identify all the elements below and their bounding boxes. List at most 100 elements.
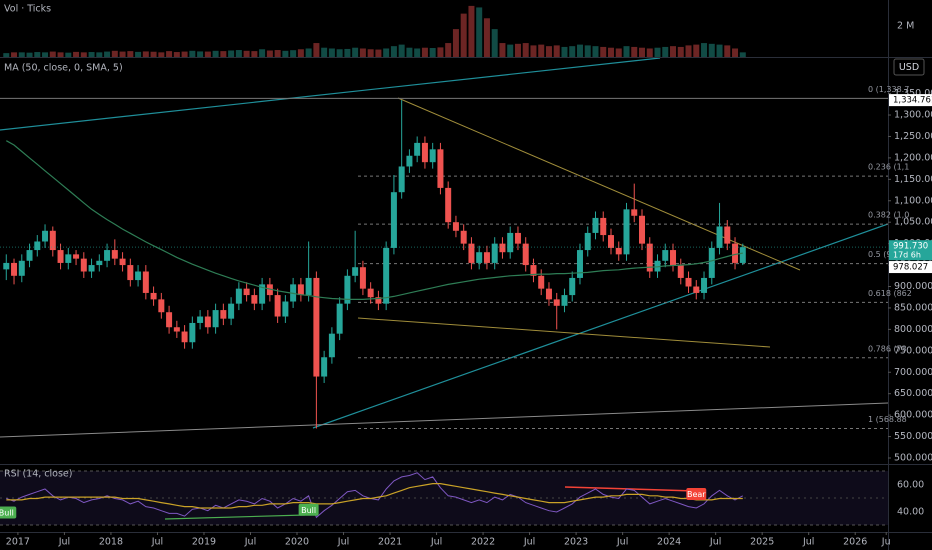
- volume-bar: [11, 52, 18, 57]
- candle-body: [26, 250, 33, 261]
- volume-bar: [414, 48, 421, 57]
- currency[interactable]: USD: [899, 62, 919, 73]
- volume-bar: [26, 52, 33, 57]
- volume-bar: [670, 46, 677, 57]
- divergence-line: [164, 514, 306, 520]
- candle-body: [615, 247, 622, 255]
- volume-bar: [49, 51, 56, 57]
- candle-body: [600, 217, 607, 236]
- y-tick-label: 1,200.000: [894, 152, 932, 163]
- candle-body: [34, 241, 41, 251]
- candle-body: [468, 243, 475, 263]
- volume-bar: [600, 46, 607, 57]
- candle-body: [708, 247, 715, 278]
- candle-body: [670, 250, 677, 266]
- candle-body: [57, 250, 64, 263]
- volume-bar: [259, 49, 266, 57]
- volume-bar: [514, 43, 521, 57]
- candle-body: [592, 217, 599, 233]
- volume-bar: [104, 51, 111, 57]
- candle-body: [569, 277, 576, 296]
- volume-bar: [328, 48, 335, 57]
- volume-bar: [189, 50, 196, 57]
- volume-bar: [491, 29, 498, 57]
- candle-body: [530, 265, 537, 276]
- volume-bar: [375, 49, 382, 57]
- candle-body: [119, 258, 126, 266]
- volume-bar: [646, 48, 653, 57]
- volume-bar: [111, 50, 118, 57]
- candle-body: [359, 267, 366, 289]
- volume-bar: [530, 45, 537, 57]
- volume-bar: [42, 52, 49, 57]
- x-tick-label: 2025: [750, 537, 774, 548]
- x-tick-label: 2023: [564, 537, 588, 548]
- signal-box: [686, 487, 707, 500]
- candle-body: [127, 265, 134, 281]
- candle-body: [336, 303, 343, 334]
- candle-body: [607, 235, 614, 248]
- fib-label: 0.786 (73: [868, 344, 907, 353]
- candle-body: [158, 299, 165, 313]
- candle-body: [18, 260, 25, 276]
- volume-bar: [437, 47, 444, 57]
- y-tick-label: 900.000: [894, 281, 932, 292]
- x-tick-label: 2019: [192, 537, 216, 548]
- fib-label: 0 (1,338.7: [868, 85, 909, 94]
- trend-line: [312, 223, 888, 429]
- candle-body: [297, 284, 304, 296]
- candle-body: [545, 288, 552, 300]
- volume-bar: [732, 48, 739, 57]
- y-tick-label: 800.000: [894, 324, 932, 335]
- volume-bar: [623, 46, 630, 57]
- volume-bar: [297, 49, 304, 57]
- candle-body: [383, 247, 390, 304]
- y-tick-label: 750.000: [894, 345, 932, 356]
- volume-bar: [584, 45, 591, 57]
- volume-bar: [615, 48, 622, 57]
- candle-body: [677, 265, 684, 278]
- volume-bar: [708, 43, 715, 57]
- signal-box: [298, 503, 319, 516]
- candle-body: [685, 277, 692, 287]
- volume-bar: [290, 50, 297, 57]
- volume-bar: [507, 44, 514, 57]
- candle-body: [313, 277, 320, 377]
- volume-bar: [693, 44, 700, 57]
- x-tick-label: 2020: [285, 537, 309, 548]
- candle-body: [429, 149, 436, 163]
- volume-bar: [96, 52, 103, 57]
- signal-box: [0, 506, 17, 519]
- y-tick-label: 700.000: [894, 367, 932, 378]
- volume-bar: [607, 47, 614, 57]
- y-tick-label: 500.000: [894, 452, 932, 463]
- candle-body: [662, 250, 669, 261]
- last-price-box: [889, 240, 932, 261]
- currency-box[interactable]: [893, 58, 925, 76]
- rsi-ma-line: [6, 483, 743, 509]
- candle-body: [538, 275, 545, 289]
- candle-body: [476, 252, 483, 263]
- volume-bar: [266, 50, 273, 57]
- volume-bar: [445, 43, 452, 57]
- volume-bar: [336, 49, 343, 57]
- volume-bar: [716, 44, 723, 57]
- x-tick-label: Ju: [881, 537, 891, 548]
- candle-body: [259, 284, 266, 304]
- candle-body: [584, 232, 591, 251]
- candle-body: [73, 254, 80, 259]
- candle-body: [3, 262, 10, 270]
- volume-bar: [166, 51, 173, 57]
- candle-body: [437, 149, 444, 188]
- volume-bar: [212, 50, 219, 57]
- volume-bar: [119, 51, 126, 57]
- volume-bar: [383, 48, 390, 57]
- volume-bar: [127, 51, 134, 57]
- volume-bar: [592, 46, 599, 57]
- y-tick-label: 1,300.000: [894, 110, 932, 121]
- volume-bar: [158, 52, 165, 57]
- rsi-title: RSI (14, close): [4, 469, 72, 480]
- x-tick-label: 2022: [471, 537, 495, 548]
- volume-bar: [639, 47, 646, 57]
- fib-label: 0.618 (862: [868, 289, 912, 298]
